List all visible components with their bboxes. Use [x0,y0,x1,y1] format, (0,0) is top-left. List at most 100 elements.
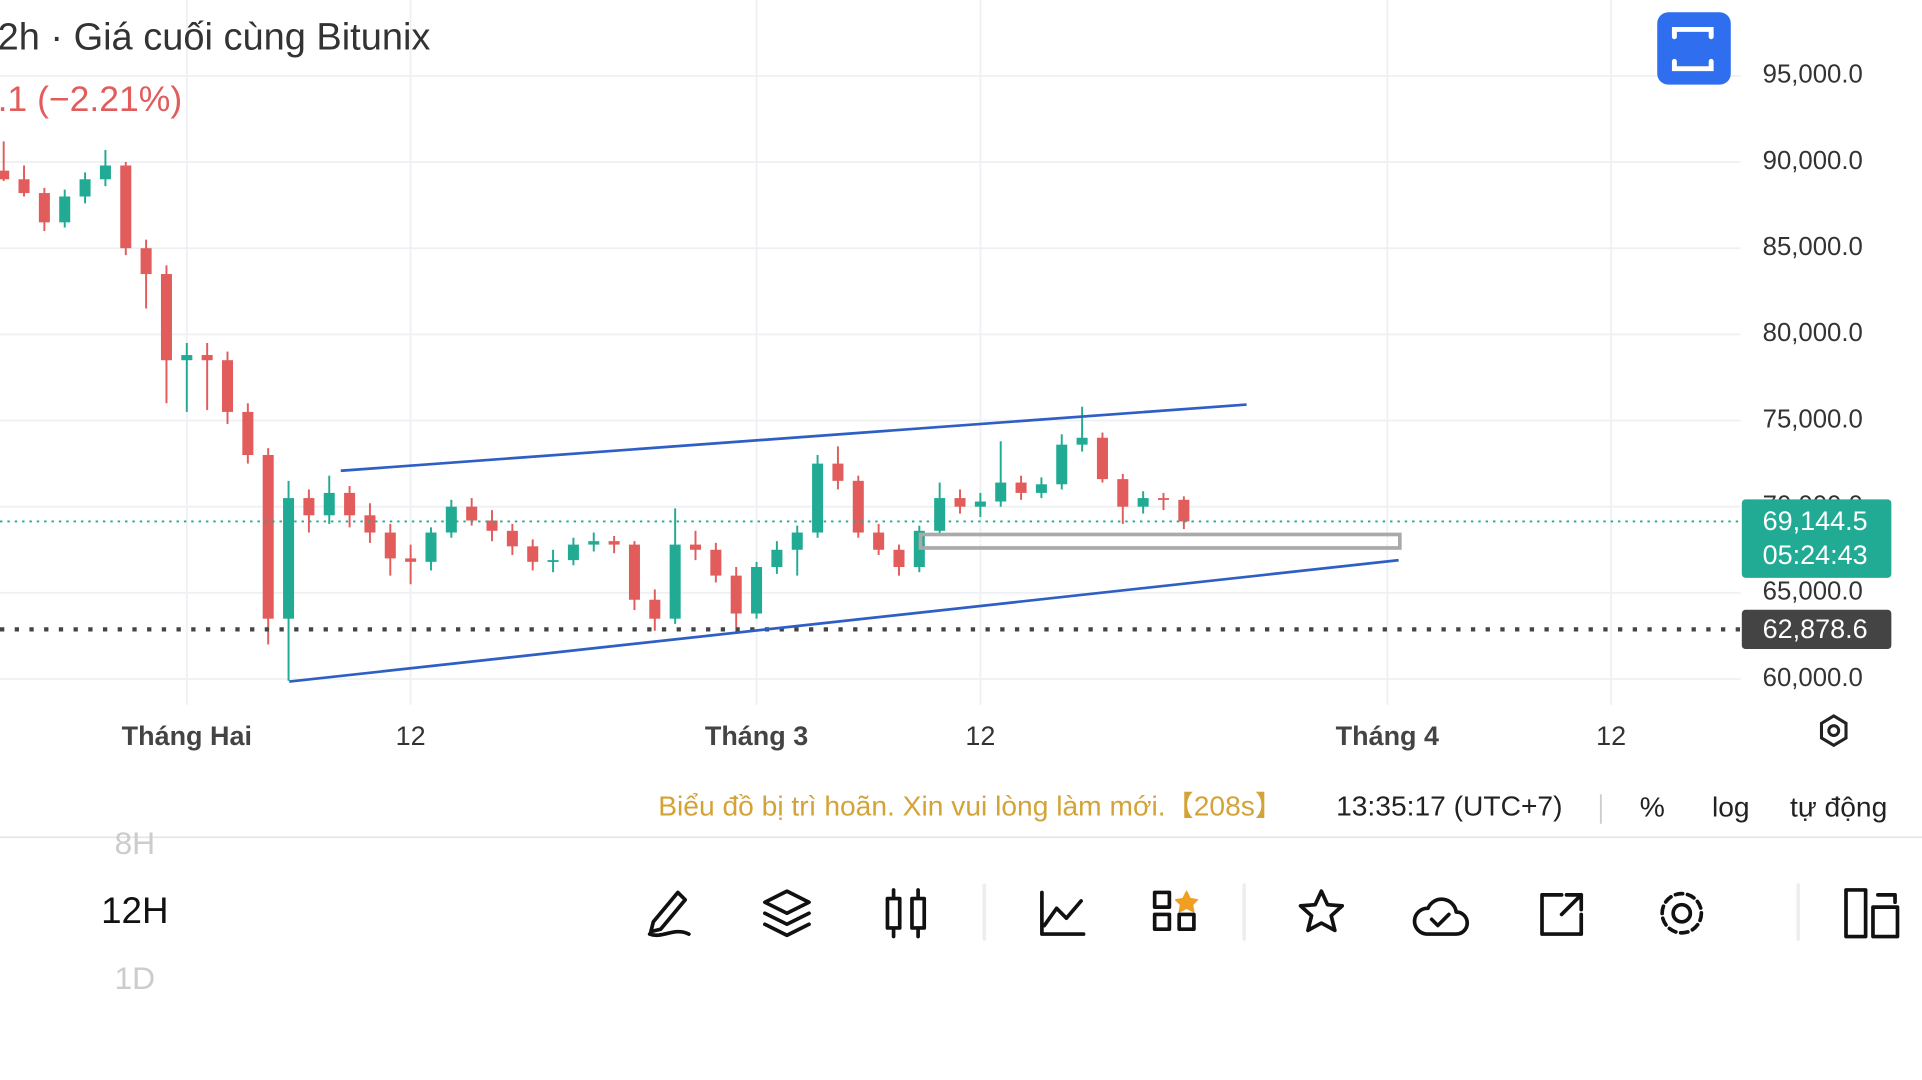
screenshot-icon[interactable] [1671,27,1714,72]
share-icon[interactable] [1540,893,1584,936]
delay-notice: Biểu đồ bị trì hoãn. Xin vui lòng làm mớ… [658,789,1283,821]
last-price-box [1741,499,1892,578]
candle-body [791,532,803,550]
log-toggle[interactable]: log [1712,791,1750,823]
candle-body [527,546,539,562]
candle-body [954,498,966,507]
screenshot-bg[interactable] [1657,12,1731,85]
candle-body [384,532,396,559]
x-tick-label: Tháng Hai [122,721,252,751]
candle-body [588,541,600,545]
interval-selected[interactable]: 12H [101,890,168,931]
price-change: .1 (−2.21%) [0,79,182,119]
y-tick-label: 95,000.0 [1763,61,1863,89]
candle-body [364,515,376,533]
candle-body [628,544,640,600]
reference-price-label: 62,878.6 [1763,614,1868,644]
candle-body [38,193,50,223]
candle-body [221,360,234,412]
cloud-icon[interactable] [1412,897,1469,936]
interval-option[interactable]: 1D [114,960,155,996]
candle-body [608,541,620,545]
candle-body [1117,479,1129,507]
candle-body [262,454,274,619]
x-tick-label: Tháng 4 [1336,721,1439,751]
auto-toggle[interactable]: tự động [1790,791,1887,823]
x-tick-label: 12 [1596,721,1626,751]
settings-icon[interactable] [1671,902,1693,924]
hex-icon[interactable] [1819,714,1848,748]
overlay: 60,000.065,000.070,000.075,000.080,000.0… [122,61,1892,751]
apps-star[interactable] [1174,890,1199,913]
candle-body [974,501,986,507]
settings-hex[interactable] [1819,714,1848,748]
layers-icon[interactable] [763,889,811,938]
candle-body [120,165,132,249]
candle-body [832,463,844,481]
y-tick-label: 85,000.0 [1763,233,1863,261]
candle-body [506,530,518,547]
candle-body [201,355,213,361]
y-tick-label: 75,000.0 [1763,405,1863,433]
candle-body [1056,444,1068,485]
candle-body [730,575,742,614]
candle-body [0,170,10,180]
apps-icon[interactable] [1152,890,1196,932]
indicator-icon[interactable] [1040,890,1086,936]
candle-body [893,549,905,568]
zone-box-inner [924,538,1396,544]
candle-body [689,544,702,550]
candle-body [181,355,193,361]
candle-body [160,274,172,361]
candle-body [323,492,335,516]
candle-body [812,463,824,533]
candle-icon[interactable] [885,888,927,939]
candle-body [1157,498,1170,500]
x-tick-label: 12 [965,721,995,751]
candle-body [1178,499,1190,522]
candle-body [710,549,722,576]
zone-box [918,532,1402,550]
reference-price-box [1741,609,1892,650]
x-tick-label: 12 [396,721,426,751]
candle-body [79,179,91,197]
toolbar-icons[interactable] [647,883,1900,941]
candle-body [242,411,254,455]
candle-body [934,498,946,531]
y-tick-label: 80,000.0 [1763,319,1863,347]
trend-line-lower [289,558,1399,683]
candle-body [1035,484,1047,493]
candle-body [99,165,111,180]
candle-body [649,599,661,619]
x-tick-label: Tháng 3 [705,721,808,751]
candle-body [995,482,1007,502]
candle-body [18,179,30,194]
candle-body [751,567,763,614]
candle-body [1015,482,1027,493]
candle-body [140,248,152,275]
clock: 13:35:17 (UTC+7) [1336,789,1562,821]
screenshot-button[interactable] [1657,12,1731,85]
hex-dot[interactable] [1827,724,1841,738]
settings-gear[interactable] [1660,891,1704,935]
percent-toggle[interactable]: % [1640,791,1665,823]
layout-icon[interactable] [1844,888,1900,939]
draw-icon[interactable] [647,890,691,938]
candle-body [425,532,437,562]
candle-body [344,492,356,516]
candle-body [771,549,783,568]
candles [0,141,1741,681]
candle-body [405,558,417,562]
interval-option[interactable]: 8H [114,825,155,861]
candle-body [486,520,498,531]
candle-body [669,544,681,619]
chart-title: 2h · Giá cuối cùng Bitunix [0,16,430,58]
favorite-icon[interactable] [1298,889,1345,933]
candle-body [1096,437,1108,480]
y-tick-label: 60,000.0 [1763,664,1863,692]
y-tick-label: 90,000.0 [1763,147,1863,175]
candle-body [303,498,315,516]
